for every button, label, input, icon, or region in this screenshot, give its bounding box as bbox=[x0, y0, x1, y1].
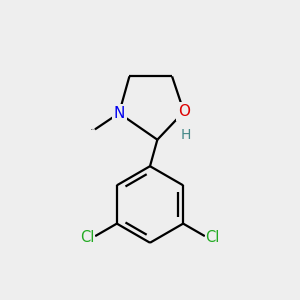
Text: O: O bbox=[178, 104, 190, 119]
Text: N: N bbox=[113, 106, 125, 121]
Text: Cl: Cl bbox=[205, 230, 220, 245]
Text: H: H bbox=[180, 128, 190, 142]
Text: methyl: methyl bbox=[91, 128, 96, 130]
Text: Cl: Cl bbox=[80, 230, 95, 245]
